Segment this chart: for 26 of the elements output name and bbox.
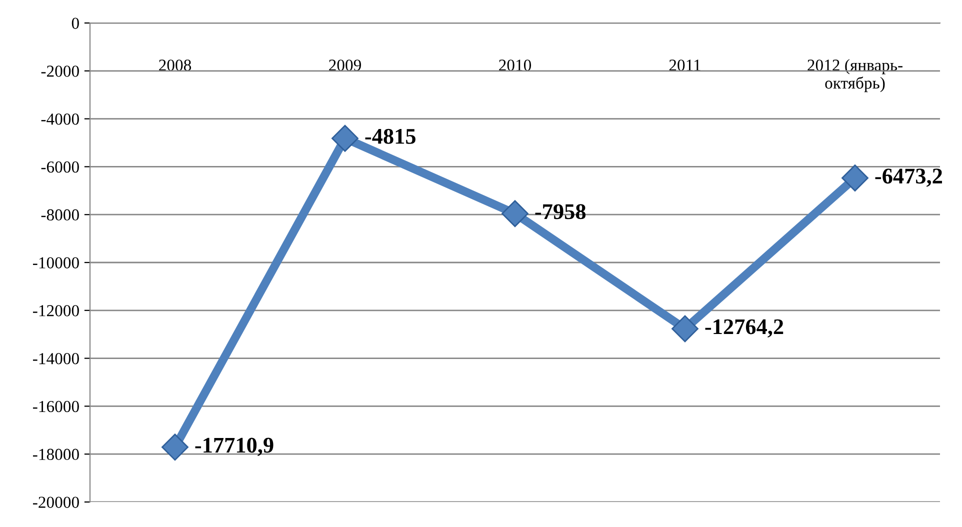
y-tick-label: -16000 — [32, 400, 79, 412]
x-tick-label: 2011 — [669, 60, 700, 71]
y-tick-label: -6000 — [41, 161, 79, 173]
y-tick-label: -20000 — [32, 496, 79, 508]
y-tick-label: -10000 — [32, 257, 79, 268]
data-label: -4815 — [365, 128, 416, 144]
point — [502, 200, 528, 228]
data-label: -6473,2 — [875, 168, 942, 187]
x-tick-label: 2012 (январь- октябрь) — [808, 59, 902, 92]
point — [332, 124, 358, 152]
x-tick-label: 2009 — [329, 60, 361, 71]
y-tick-label: -8000 — [41, 209, 79, 221]
data-label: -12764,2 — [705, 319, 784, 338]
data-label: -17710,9 — [195, 438, 274, 456]
y-tick-label: 0 — [72, 18, 79, 29]
y-tick-label: -12000 — [32, 305, 79, 316]
data-label: -7958 — [535, 204, 586, 220]
y-tick-label: -4000 — [41, 114, 79, 125]
point — [162, 434, 188, 461]
y-tick-label: -2000 — [41, 66, 79, 77]
y-tick-label: -18000 — [32, 448, 79, 460]
y-tick-label: -14000 — [32, 353, 79, 364]
point — [672, 315, 698, 342]
x-tick-label: 2008 — [159, 60, 192, 71]
point — [842, 164, 868, 192]
x-tick-label: 2010 — [499, 60, 532, 71]
